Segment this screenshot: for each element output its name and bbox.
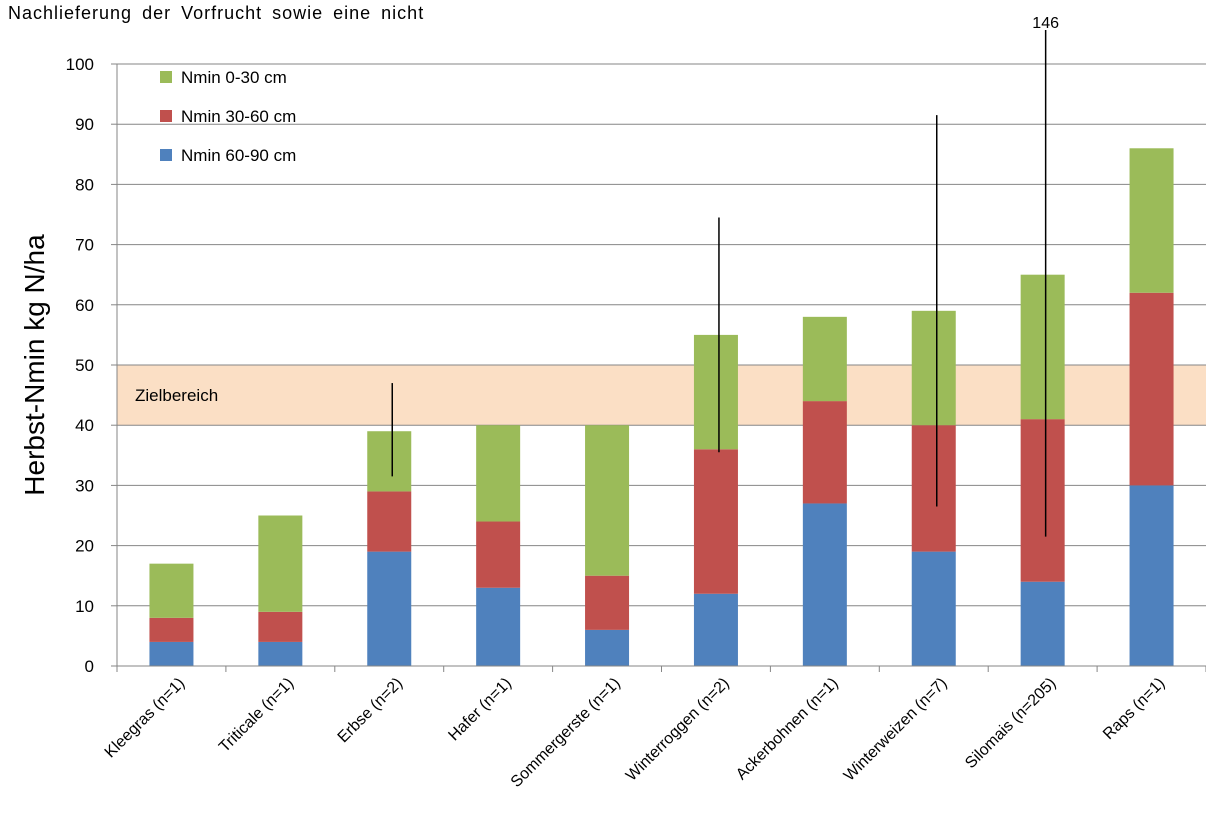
y-tick-label: 70	[75, 236, 94, 255]
target-band-label: Zielbereich	[135, 386, 218, 405]
bar-segment	[258, 642, 302, 666]
bar-segment	[585, 630, 629, 666]
bar-segment	[367, 491, 411, 551]
bar-segment	[1021, 582, 1065, 666]
y-tick-label: 30	[75, 476, 94, 495]
bar-segment	[149, 564, 193, 618]
legend-swatch	[160, 71, 172, 83]
bar-segment	[585, 425, 629, 576]
y-tick-label: 90	[75, 115, 94, 134]
bar-segment	[803, 503, 847, 666]
x-tick-label: Winterweizen (n=7)	[841, 675, 951, 785]
y-tick-label: 40	[75, 416, 94, 435]
bar-segment	[694, 449, 738, 593]
bar-segment	[367, 552, 411, 666]
x-tick-label: Hafer (n=1)	[445, 675, 515, 745]
bar-segment	[476, 425, 520, 521]
legend-swatch	[160, 149, 172, 161]
bar-segment	[803, 401, 847, 503]
bar-segment	[1130, 485, 1174, 666]
bar-segment	[912, 552, 956, 666]
y-tick-label: 100	[66, 55, 94, 74]
bar-segment	[149, 642, 193, 666]
x-tick-label: Kleegras (n=1)	[102, 675, 189, 762]
error-bar-label: 146	[1032, 15, 1059, 32]
x-tick-label: Raps (n=1)	[1100, 675, 1168, 743]
bar-segment	[912, 425, 956, 551]
y-axis-title: Herbst-Nmin kg N/ha	[19, 234, 50, 496]
y-tick-label: 80	[75, 175, 94, 194]
bar-segment	[476, 588, 520, 666]
bar-segment	[149, 618, 193, 642]
bar-segment	[258, 612, 302, 642]
x-tick-label: Sommergerste (n=1)	[508, 675, 624, 791]
x-tick-label: Triticale (n=1)	[216, 675, 297, 756]
bar-segment	[367, 431, 411, 491]
bar-segment	[1021, 419, 1065, 582]
bar-segment	[1130, 293, 1174, 486]
bar-segment	[258, 516, 302, 612]
x-tick-label: Winterroggen (n=2)	[623, 675, 733, 785]
legend-label: Nmin 30-60 cm	[181, 107, 296, 126]
bar-segment	[803, 317, 847, 401]
bar-segment	[1130, 148, 1174, 292]
y-tick-label: 50	[75, 356, 94, 375]
legend-label: Nmin 60-90 cm	[181, 146, 296, 165]
y-tick-label: 0	[85, 657, 94, 676]
x-tick-label: Silomais (n=205)	[962, 675, 1059, 772]
bar-segment	[585, 576, 629, 630]
x-tick-label: Erbse (n=2)	[335, 675, 406, 746]
legend: Nmin 0-30 cm Nmin 30-60 cm Nmin 60-90 cm	[160, 68, 296, 165]
bar-segment	[1021, 275, 1065, 419]
legend-label: Nmin 0-30 cm	[181, 68, 287, 87]
bar-segment	[912, 311, 956, 425]
bar-segment	[694, 594, 738, 666]
x-tick-label: Ackerbohnen (n=1)	[733, 675, 842, 784]
bar-segment	[476, 522, 520, 588]
y-tick-label: 60	[75, 296, 94, 315]
legend-swatch	[160, 110, 172, 122]
bar-segment	[694, 335, 738, 449]
y-tick-label: 20	[75, 537, 94, 556]
y-tick-label: 10	[75, 597, 94, 616]
